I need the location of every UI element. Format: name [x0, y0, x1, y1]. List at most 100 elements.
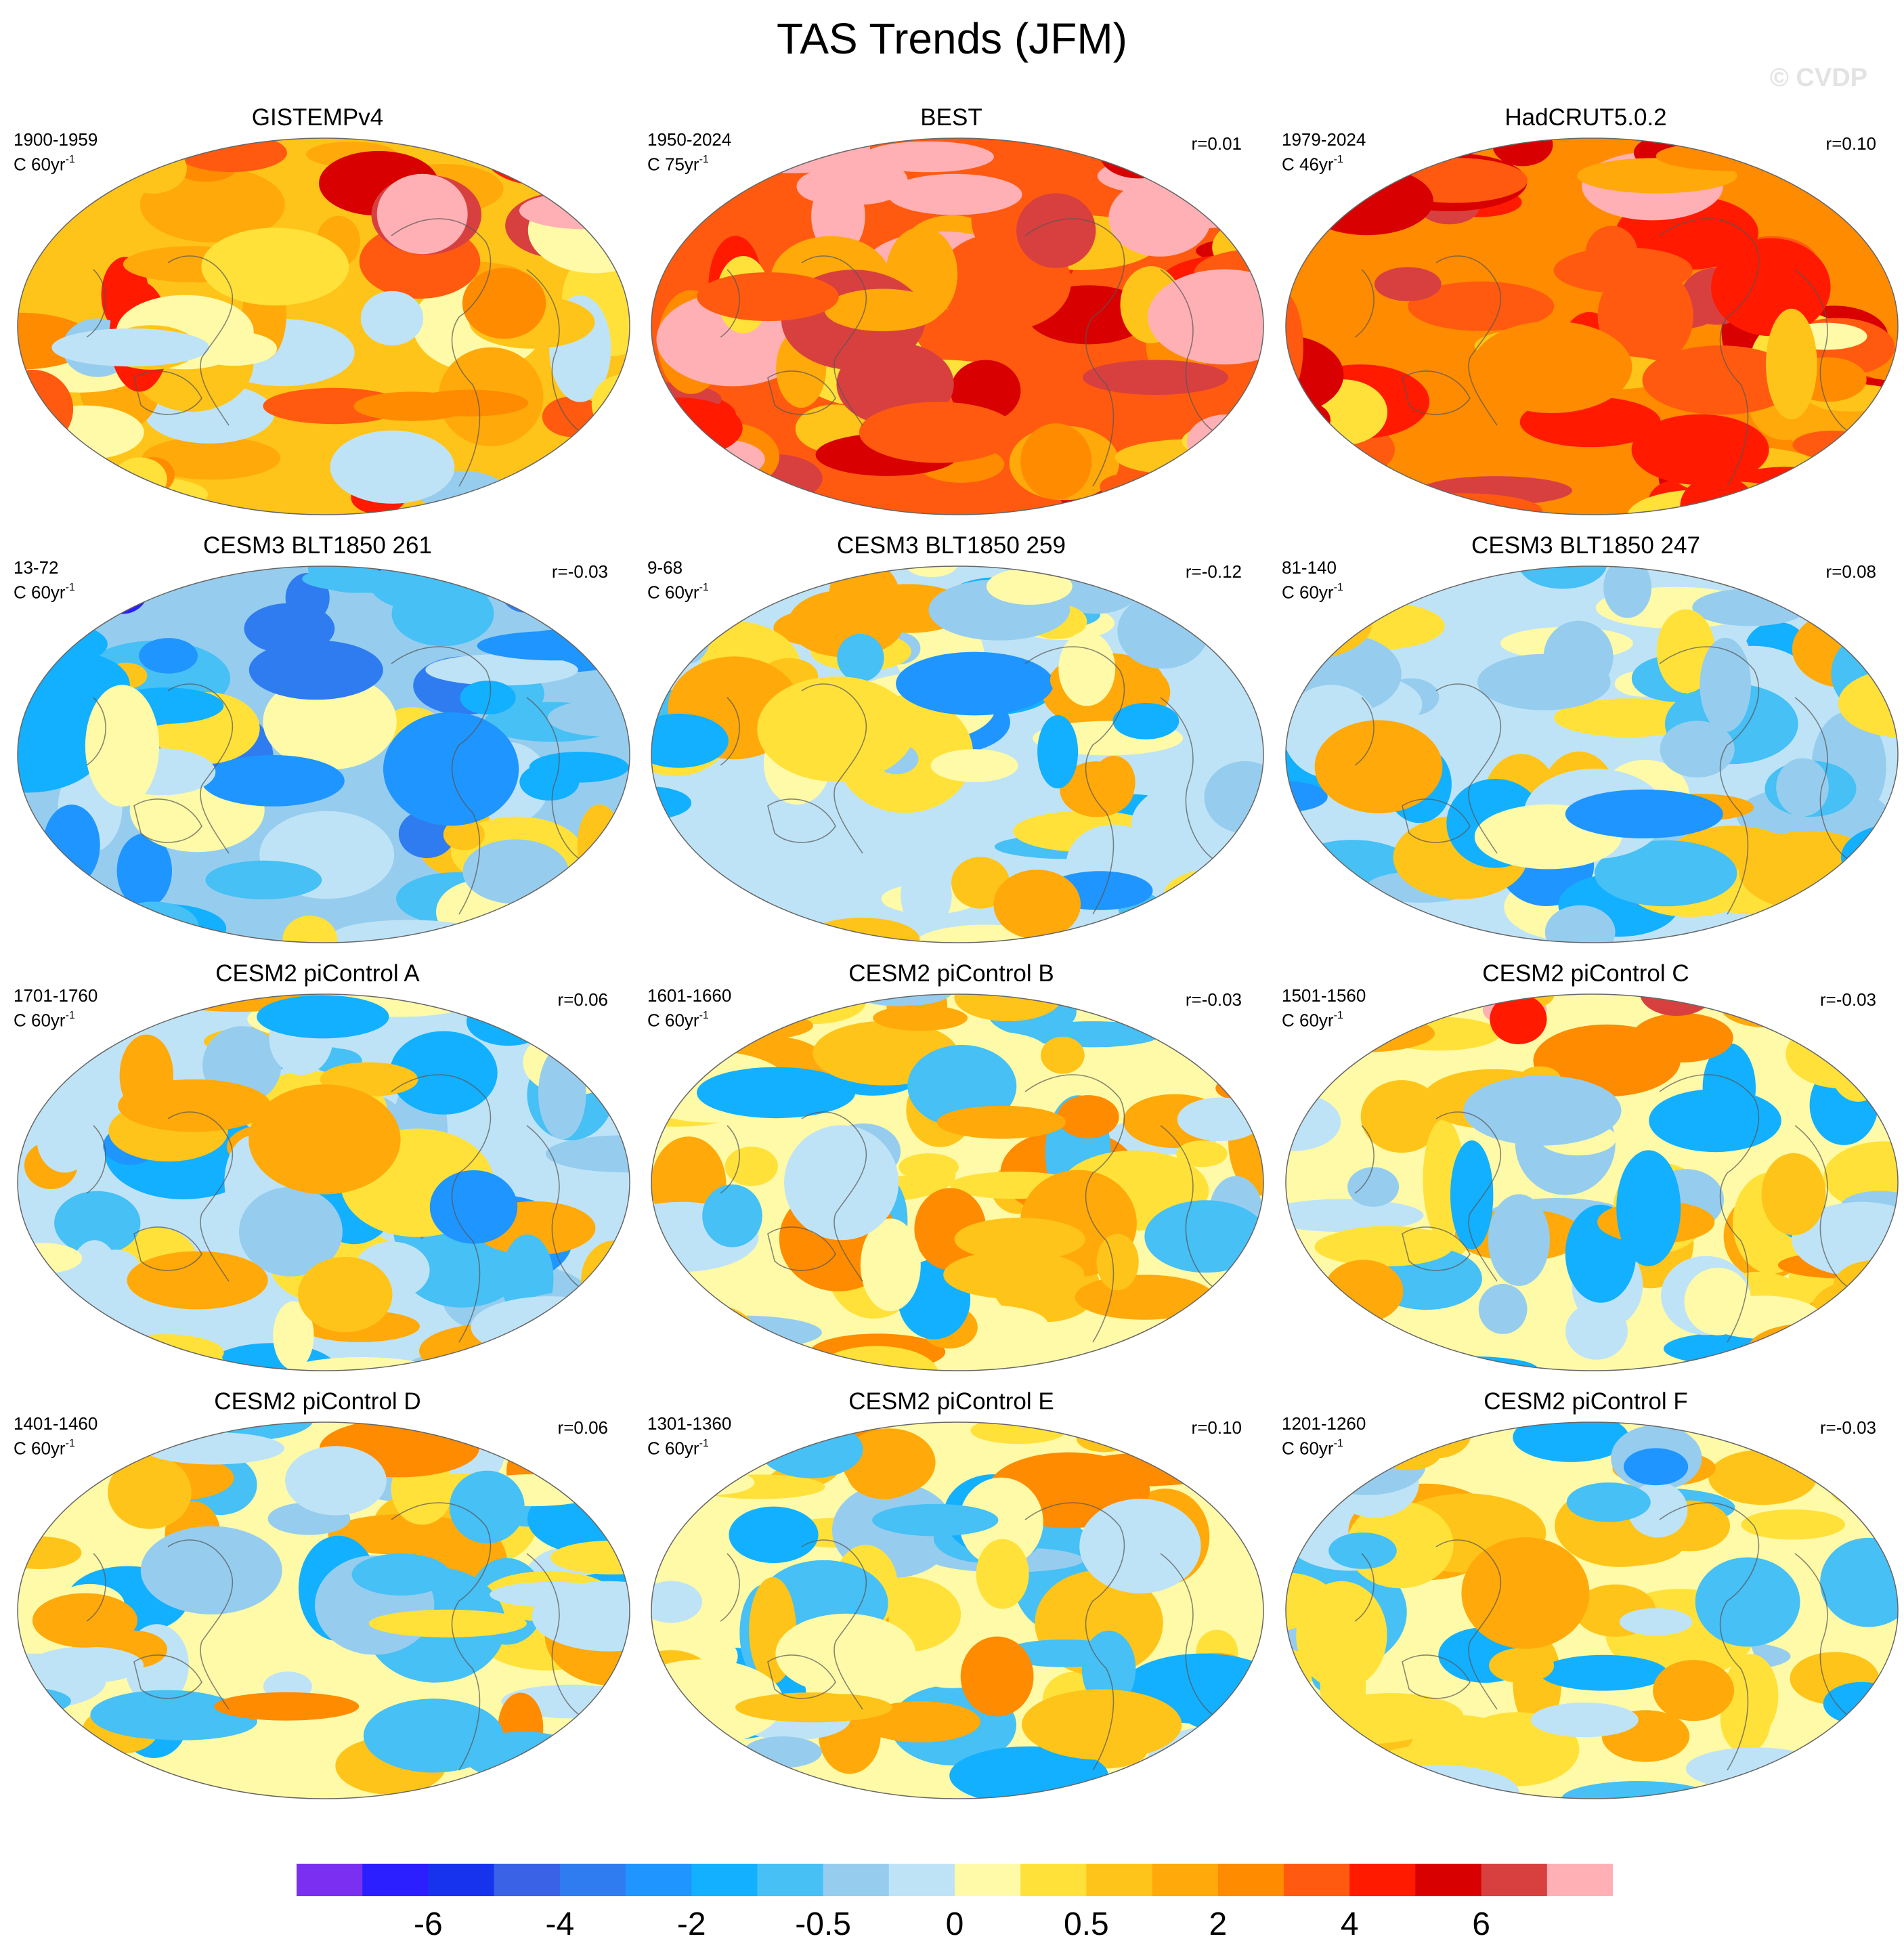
coastline [86, 269, 106, 338]
units-text: C 60yr [647, 582, 699, 603]
coastline [1794, 269, 1850, 433]
anomaly-region [1653, 1660, 1735, 1721]
anomaly-region [1478, 1283, 1528, 1334]
anomaly-region [1227, 1293, 1263, 1320]
anomaly-region [1020, 423, 1092, 500]
anomaly-region [1543, 620, 1614, 693]
anomaly-region [1530, 1703, 1639, 1738]
anomaly-region [425, 654, 578, 686]
units-exponent: -1 [65, 154, 75, 165]
panel-title: CESM3 BLT1850 247 [1471, 532, 1700, 559]
units-exponent: -1 [1333, 154, 1343, 165]
colorbar-swatch [626, 1864, 692, 1896]
anomaly-region [1774, 1434, 1898, 1464]
anomaly-region [1342, 485, 1450, 515]
coastline [720, 1125, 740, 1194]
anomaly-region [1286, 1717, 1322, 1749]
anomaly-region [1544, 905, 1616, 943]
units-exponent: -1 [1333, 1010, 1343, 1021]
anomaly-region [102, 566, 219, 580]
anomaly-region [775, 1613, 916, 1694]
coastline [86, 697, 106, 766]
anomaly-region [1079, 1499, 1201, 1593]
anomaly-region [1365, 994, 1417, 1037]
panel-title: GISTEMPv4 [251, 104, 384, 131]
trend-map [17, 565, 630, 943]
anomaly-region [1024, 1021, 1162, 1048]
map-field [651, 1422, 1263, 1799]
anomaly-region [1016, 193, 1096, 268]
anomaly-region [1810, 1282, 1888, 1346]
anomaly-region [1565, 789, 1723, 838]
map-border [17, 993, 630, 1371]
anomaly-region [1286, 1199, 1424, 1233]
coastline [1402, 370, 1471, 415]
panel-title: CESM3 BLT1850 259 [837, 532, 1066, 559]
anomaly-region [813, 157, 908, 205]
coastline [1354, 1125, 1375, 1194]
anomaly-region [563, 477, 623, 515]
trend-map [17, 993, 630, 1371]
anomaly-region [724, 1147, 778, 1186]
anomaly-region [702, 1184, 762, 1247]
coastline [391, 1074, 492, 1343]
pattern-correlation: r=-0.12 [1185, 561, 1242, 582]
coastline [133, 1654, 202, 1699]
colorbar-swatch [691, 1864, 758, 1896]
anomaly-region [860, 1218, 921, 1312]
panel-period: 13-72 [14, 557, 59, 578]
anomaly-region [1320, 1226, 1453, 1266]
anomaly-region [118, 143, 187, 194]
anomaly-region [1057, 1095, 1119, 1138]
coastline [1160, 1125, 1215, 1289]
anomaly-region [1144, 1200, 1263, 1273]
anomaly-region [896, 651, 1054, 716]
trend-map [651, 993, 1264, 1371]
pattern-correlation: r=0.06 [557, 989, 608, 1010]
pattern-correlation: r=-0.03 [1819, 989, 1876, 1010]
map-panel: GISTEMPv4 1900-1959 C 60yr-1 [0, 95, 635, 521]
anomaly-region [477, 630, 630, 661]
anomaly-region [993, 870, 1081, 939]
panel-units: C 60yr-1 [14, 1006, 75, 1031]
anomaly-region [1561, 1781, 1715, 1799]
coastline [391, 646, 492, 915]
anomaly-region [1695, 1557, 1800, 1647]
anomaly-region [674, 1470, 755, 1495]
panel-units: C 60yr-1 [14, 1434, 75, 1459]
map-field [651, 138, 1263, 515]
anomaly-region [285, 1446, 387, 1516]
anomaly-region [1656, 141, 1817, 171]
coastline [133, 1226, 202, 1271]
anomaly-region [651, 903, 705, 943]
coastline [1160, 1553, 1215, 1717]
units-exponent: -1 [699, 1438, 709, 1449]
anomaly-region [368, 1609, 527, 1638]
anomaly-region [1700, 637, 1751, 732]
anomaly-region [532, 1581, 630, 1652]
anomaly-region [116, 833, 172, 909]
anomaly-region [1776, 758, 1829, 817]
anomaly-region [905, 566, 958, 578]
trend-map [1285, 1421, 1899, 1799]
pattern-correlation: r=-0.03 [1819, 1417, 1876, 1438]
coastline [801, 1111, 867, 1282]
anomaly-region [1286, 335, 1344, 415]
anomaly-region [1076, 1425, 1133, 1453]
anomaly-region [1642, 345, 1799, 415]
anomaly-region [495, 924, 562, 943]
anomaly-region [663, 1315, 822, 1350]
pattern-correlation: r=-0.03 [551, 561, 608, 582]
anomaly-region [471, 1296, 629, 1358]
anomaly-region [51, 328, 210, 367]
panel-units: C 60yr-1 [1282, 1434, 1343, 1459]
anomaly-region [351, 1554, 450, 1596]
anomaly-region [555, 138, 630, 186]
anomaly-region [1037, 714, 1079, 789]
anomaly-region [248, 1084, 401, 1195]
colorbar-swatch [1415, 1864, 1482, 1896]
anomaly-region [1360, 1080, 1443, 1153]
panel-units: C 60yr-1 [647, 578, 709, 603]
anomaly-region [479, 1422, 569, 1459]
anomaly-region [1767, 1337, 1844, 1371]
